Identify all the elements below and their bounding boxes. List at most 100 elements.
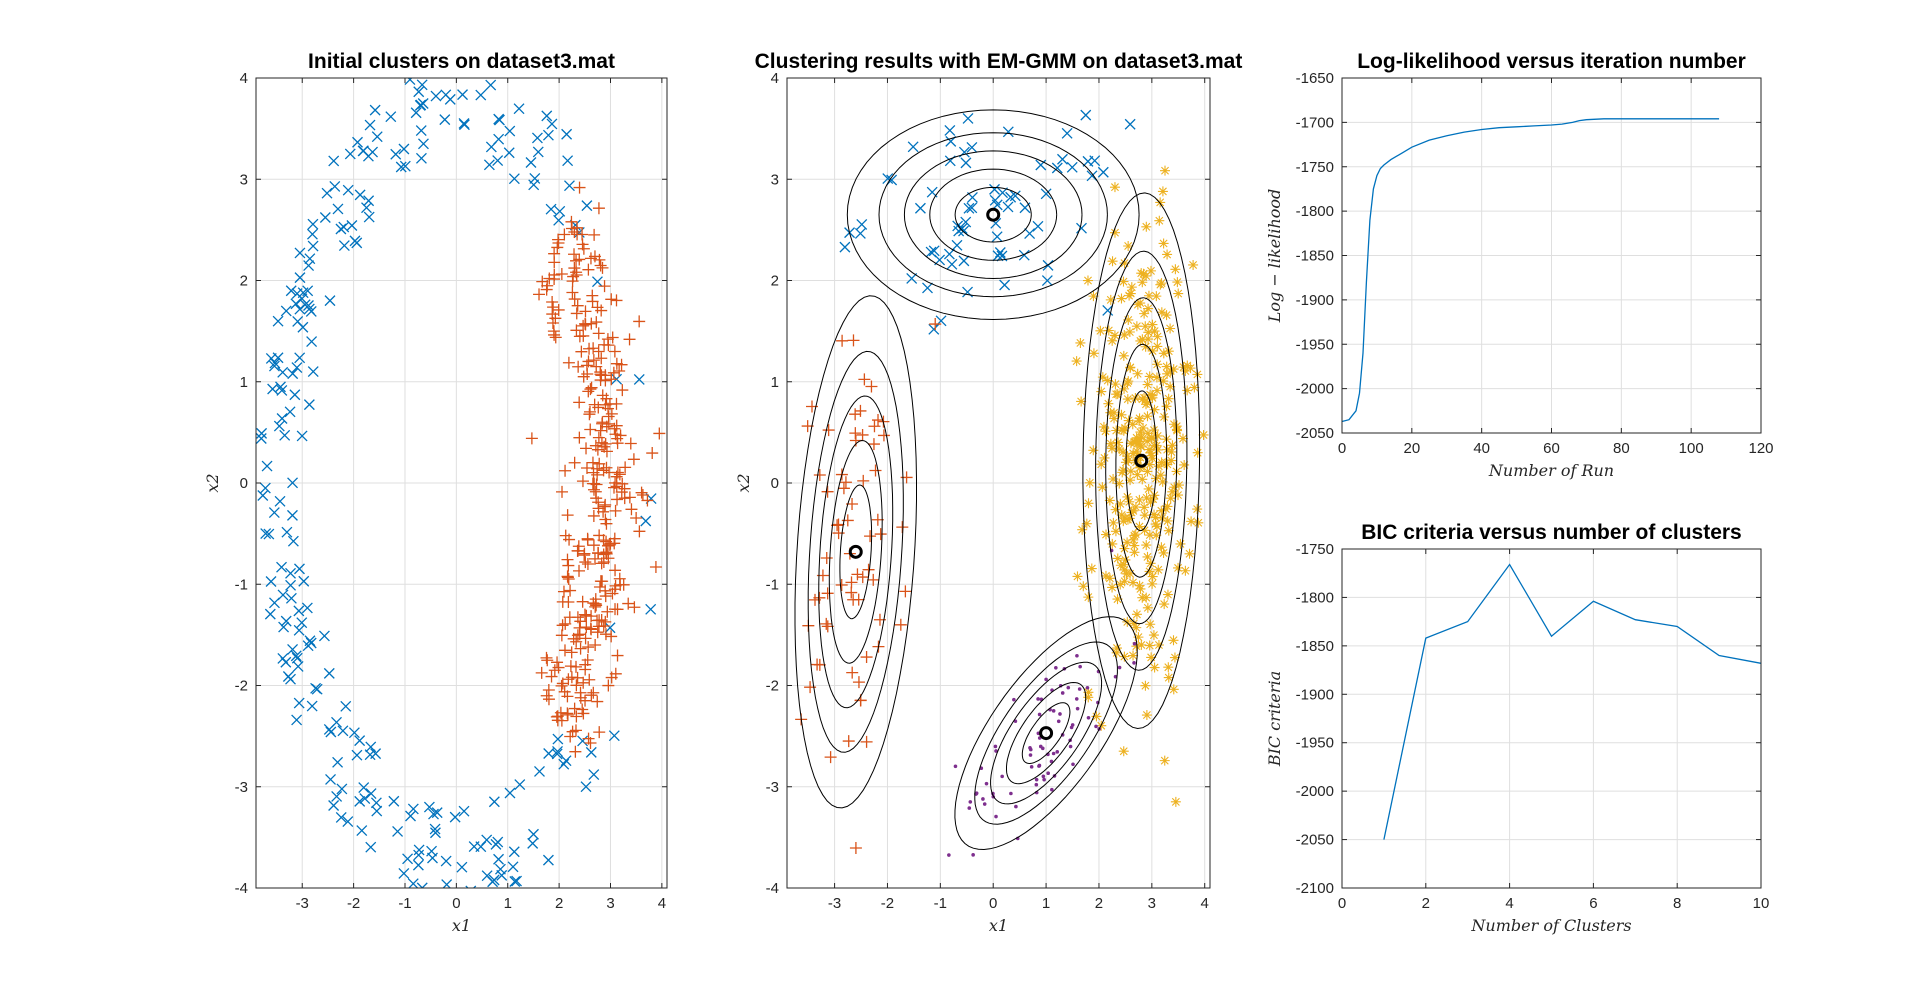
point-plus bbox=[551, 656, 564, 669]
point-plus bbox=[619, 461, 632, 474]
point-star bbox=[1152, 385, 1163, 396]
point-x bbox=[564, 180, 575, 192]
point-star bbox=[1129, 540, 1140, 551]
point-x bbox=[398, 143, 410, 155]
point-x bbox=[405, 810, 416, 822]
point-plus bbox=[837, 482, 850, 495]
point-plus bbox=[832, 518, 845, 531]
point-x bbox=[1040, 188, 1052, 200]
point-plus bbox=[867, 573, 880, 586]
point-dot bbox=[1071, 762, 1075, 767]
point-x bbox=[989, 194, 1001, 206]
point-x bbox=[287, 477, 299, 489]
point-x bbox=[407, 878, 419, 888]
point-star bbox=[1139, 525, 1150, 536]
point-star bbox=[1131, 609, 1142, 620]
point-star bbox=[1158, 376, 1169, 387]
point-x bbox=[577, 735, 589, 747]
point-star bbox=[1144, 459, 1155, 470]
point-x bbox=[279, 429, 291, 441]
point-x bbox=[1041, 275, 1053, 287]
point-plus bbox=[851, 568, 864, 581]
point-x bbox=[272, 352, 284, 364]
point-star bbox=[1173, 480, 1184, 491]
point-star bbox=[1122, 451, 1133, 462]
point-dot bbox=[1009, 791, 1013, 796]
point-star bbox=[1083, 498, 1094, 509]
point-plus bbox=[613, 468, 626, 481]
point-star bbox=[1146, 652, 1157, 663]
point-plus bbox=[599, 437, 612, 450]
point-star bbox=[1100, 426, 1111, 437]
point-x bbox=[554, 205, 566, 217]
point-star bbox=[1143, 290, 1154, 301]
point-plus bbox=[608, 345, 621, 358]
point-star bbox=[1127, 419, 1138, 430]
point-x bbox=[385, 111, 397, 123]
point-star bbox=[1162, 589, 1173, 600]
point-star bbox=[1136, 639, 1147, 650]
point-plus bbox=[636, 488, 649, 501]
point-plus bbox=[845, 586, 858, 599]
point-plus bbox=[555, 267, 568, 280]
series-line bbox=[1341, 118, 1720, 423]
point-star bbox=[1124, 496, 1135, 507]
point-x bbox=[277, 366, 289, 378]
cluster-mean-marker bbox=[848, 544, 863, 559]
point-plus bbox=[570, 635, 583, 648]
point-x bbox=[275, 381, 286, 393]
y-axis-label: x2 bbox=[734, 473, 753, 492]
point-star bbox=[1157, 476, 1168, 487]
point-star bbox=[1165, 381, 1176, 392]
point-star bbox=[1162, 515, 1173, 526]
point-plus bbox=[574, 615, 587, 628]
point-dot bbox=[1049, 759, 1054, 764]
point-plus bbox=[622, 597, 635, 610]
chart-title: Log-likelihood versus iteration number bbox=[1357, 50, 1746, 73]
point-x bbox=[272, 315, 284, 327]
point-star bbox=[1083, 592, 1094, 603]
point-plus bbox=[580, 442, 593, 455]
point-x bbox=[483, 159, 495, 171]
point-plus bbox=[541, 654, 554, 667]
point-x bbox=[1035, 159, 1047, 171]
point-x bbox=[265, 576, 277, 587]
point-x bbox=[558, 758, 570, 770]
point-plus bbox=[579, 556, 592, 569]
x-tick-label: 20 bbox=[1403, 440, 1420, 457]
point-star bbox=[1136, 441, 1147, 452]
point-plus bbox=[592, 202, 605, 215]
point-plus bbox=[567, 632, 580, 645]
point-x bbox=[280, 656, 292, 668]
point-plus bbox=[609, 504, 622, 517]
point-plus bbox=[598, 500, 611, 513]
point-plus bbox=[556, 619, 569, 632]
point-star bbox=[1110, 504, 1121, 515]
point-star bbox=[1097, 482, 1108, 493]
y-tick-label: -3 bbox=[766, 779, 779, 796]
point-plus bbox=[556, 595, 569, 608]
point-star bbox=[1160, 165, 1170, 176]
point-star bbox=[1119, 383, 1130, 394]
point-plus bbox=[610, 419, 623, 432]
point-plus bbox=[569, 745, 582, 758]
y-tick-label: -2 bbox=[766, 678, 779, 695]
point-star bbox=[1149, 509, 1160, 520]
point-x bbox=[260, 528, 272, 540]
point-x bbox=[287, 535, 299, 547]
point-x bbox=[276, 384, 288, 396]
point-dot bbox=[1037, 764, 1041, 768]
point-star bbox=[1125, 475, 1136, 486]
point-plus bbox=[615, 358, 628, 371]
point-x bbox=[261, 460, 273, 472]
point-dot bbox=[1086, 716, 1091, 720]
point-x bbox=[488, 796, 500, 808]
point-star bbox=[1155, 197, 1166, 208]
point-star bbox=[1100, 570, 1111, 581]
point-star bbox=[1084, 477, 1095, 488]
point-x bbox=[946, 258, 958, 270]
point-plus bbox=[589, 485, 602, 498]
point-plus bbox=[587, 354, 600, 367]
point-star bbox=[1135, 427, 1146, 438]
point-dot bbox=[1037, 712, 1042, 717]
